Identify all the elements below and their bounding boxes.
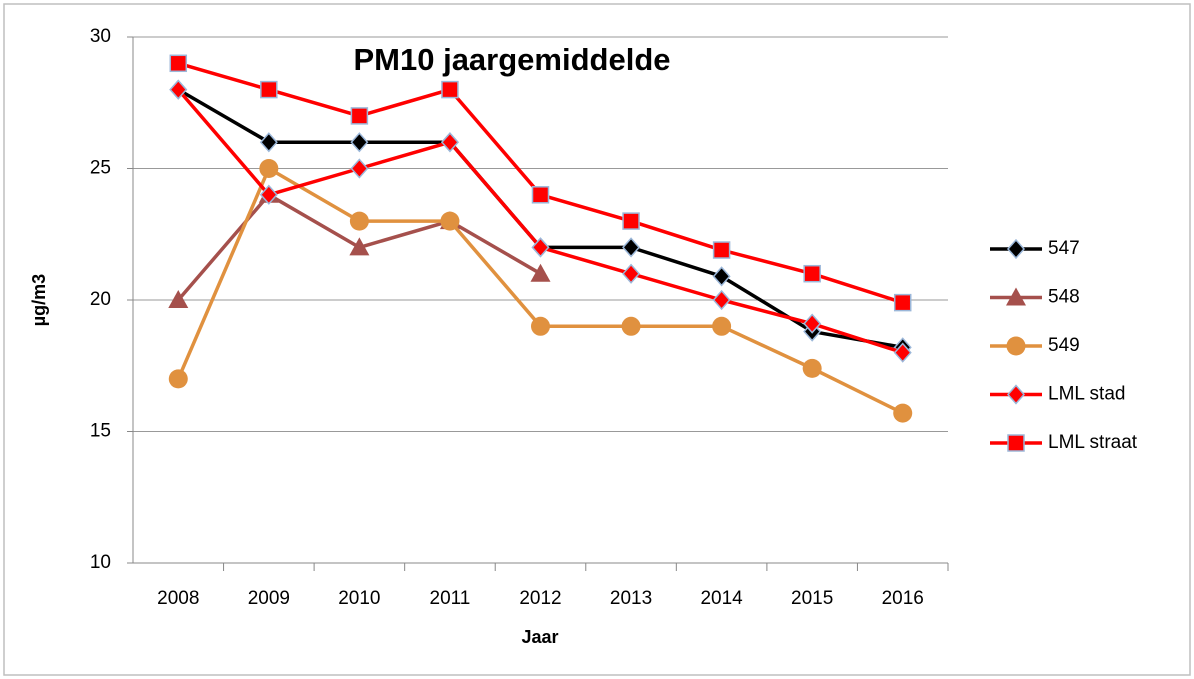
data-point	[349, 211, 369, 231]
data-point	[621, 316, 641, 336]
legend-marker	[1006, 287, 1026, 306]
y-tick-label: 15	[90, 421, 111, 442]
x-tick-label: 2015	[791, 588, 833, 609]
x-tick-label: 2008	[157, 588, 199, 609]
data-point	[622, 263, 641, 284]
data-point	[168, 290, 189, 308]
chart-title: PM10 jaargemiddelde	[353, 42, 670, 77]
x-tick-label: 2013	[610, 588, 652, 609]
data-point	[622, 212, 640, 230]
legend-marker	[1007, 434, 1025, 452]
data-point	[440, 132, 459, 153]
data-point	[350, 158, 369, 179]
data-point	[349, 237, 370, 256]
legend-marker	[1006, 336, 1026, 356]
legend-label: 549	[1048, 335, 1080, 356]
data-point	[441, 80, 459, 99]
data-point	[622, 237, 641, 258]
data-point	[893, 342, 912, 363]
data-point	[259, 159, 279, 178]
legend-label: LML straat	[1048, 432, 1138, 453]
y-tick-label: 10	[90, 552, 111, 573]
y-tick-label: 30	[90, 26, 111, 47]
legend-marker	[1006, 384, 1026, 405]
data-point	[803, 313, 822, 334]
data-point	[531, 237, 550, 258]
data-point	[169, 79, 188, 100]
x-tick-label: 2016	[882, 588, 924, 609]
data-point	[712, 316, 732, 336]
data-point	[440, 211, 460, 231]
x-tick-label: 2010	[338, 588, 380, 609]
data-point	[350, 132, 369, 153]
data-point	[530, 263, 551, 282]
data-point	[169, 54, 188, 73]
data-point	[260, 80, 278, 99]
data-point	[803, 264, 821, 283]
data-point	[259, 184, 278, 205]
data-point	[802, 358, 822, 378]
y-tick-label: 25	[90, 158, 111, 179]
x-tick-label: 2011	[430, 588, 471, 609]
data-point	[712, 289, 731, 311]
x-tick-label: 2012	[519, 588, 561, 609]
data-point	[712, 266, 731, 287]
data-point	[531, 316, 550, 336]
data-point	[168, 369, 188, 389]
legend-label: 548	[1048, 287, 1080, 308]
data-point	[712, 241, 731, 259]
x-axis-label: Jaar	[521, 627, 558, 647]
data-point	[531, 186, 550, 204]
data-point	[893, 403, 913, 423]
y-tick-label: 20	[90, 289, 111, 310]
legend-label: 547	[1048, 238, 1080, 259]
legend-marker	[1006, 238, 1026, 260]
y-axis-label: µg/m3	[29, 274, 49, 326]
legend-label: LML stad	[1048, 384, 1125, 405]
data-point	[259, 132, 278, 153]
x-tick-label: 2014	[700, 588, 743, 609]
data-point	[893, 293, 912, 312]
data-point	[350, 107, 369, 125]
x-tick-label: 2009	[248, 588, 290, 609]
